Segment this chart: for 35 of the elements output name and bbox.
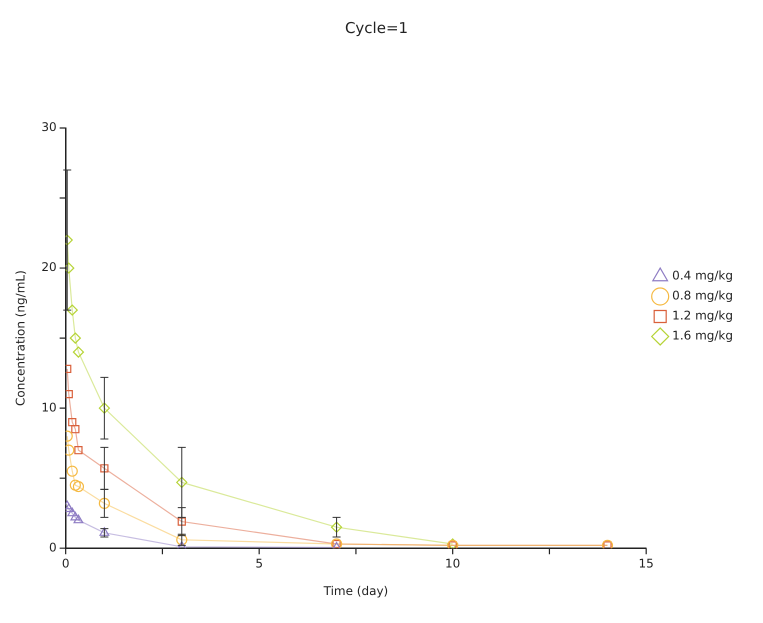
point xyxy=(72,480,84,492)
legend-label: 1.6 mg/kg xyxy=(672,328,734,343)
point xyxy=(67,508,78,516)
point xyxy=(100,464,109,472)
point xyxy=(70,512,80,520)
y-axis-title: Concentration (ng/mL) xyxy=(13,270,28,406)
y-tick-label: 30 xyxy=(41,120,57,134)
x-tick-label: 5 xyxy=(255,556,263,571)
point xyxy=(330,522,342,533)
point xyxy=(66,466,78,477)
point xyxy=(70,480,81,491)
y-tick-label: 10 xyxy=(41,400,57,414)
point xyxy=(176,476,188,488)
point xyxy=(178,517,186,526)
legend-label: 0.8 mg/kg xyxy=(672,288,734,303)
point xyxy=(68,418,76,426)
legend-label: 0.4 mg/kg xyxy=(672,268,734,283)
point xyxy=(72,346,84,358)
x-tick-label: 15 xyxy=(638,556,654,571)
point xyxy=(71,425,80,434)
point xyxy=(74,446,83,454)
y-tick-label: 20 xyxy=(41,260,57,274)
point xyxy=(66,304,78,316)
x-axis-title: Time (day) xyxy=(322,584,388,598)
legend-label: 1.2 mg/kg xyxy=(672,308,734,323)
point xyxy=(98,498,110,509)
x-tick-label: 0 xyxy=(62,556,70,571)
point xyxy=(74,514,84,524)
x-tick-label: 10 xyxy=(445,556,460,571)
point xyxy=(66,390,73,398)
y-tick-label: 0 xyxy=(49,540,57,554)
point xyxy=(98,402,110,414)
point xyxy=(176,541,187,548)
point xyxy=(70,332,81,344)
chart-title: Cycle=1 xyxy=(344,18,408,37)
